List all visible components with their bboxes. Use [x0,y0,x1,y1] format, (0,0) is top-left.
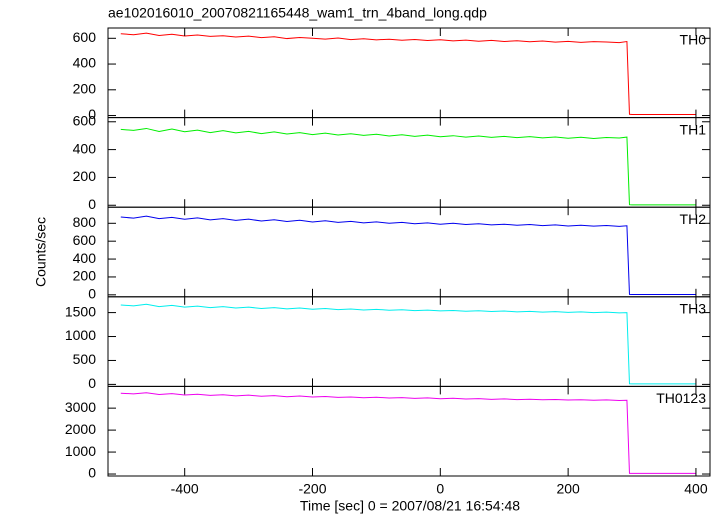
y-tick-label: 200 [73,268,97,284]
data-line [120,32,696,116]
y-tick-label: 1000 [65,443,96,459]
x-tick-label: -400 [171,481,199,497]
panel-frame [107,385,711,477]
legend-label: TH1 [680,121,707,137]
y-tick-label: 400 [73,55,97,71]
y-tick-label: 200 [73,80,97,96]
y-tick-label: 3000 [65,399,96,415]
y-tick-label: 600 [73,29,97,45]
y-tick-label: 400 [73,250,97,266]
panel-frame [107,27,711,119]
data-line [120,215,696,295]
chart-title: ae102016010_20070821165448_wam1_trn_4ban… [108,5,487,21]
x-tick-label: 400 [684,481,708,497]
y-tick-label: 200 [73,168,97,184]
y-axis-label: Counts/sec [33,217,49,287]
y-tick-label: 0 [88,286,96,302]
y-tick-label: 1500 [65,303,96,319]
y-tick-label: 2000 [65,421,96,437]
y-tick-label: 600 [73,232,97,248]
x-axis-label: Time [sec] 0 = 2007/08/21 16:54:48 [300,498,520,514]
y-tick-label: 600 [73,112,97,128]
x-tick-label: 200 [556,481,580,497]
data-line [120,127,696,206]
data-line [120,303,696,385]
data-line [120,392,696,474]
panel-frame [107,117,711,208]
y-tick-label: 0 [88,196,96,212]
y-tick-label: 500 [73,351,97,367]
x-tick-label: -200 [298,481,326,497]
legend-label: TH0123 [656,390,706,406]
y-tick-label: 0 [88,106,96,122]
y-tick-label: 400 [73,140,97,156]
y-tick-label: 800 [73,214,97,230]
legend-label: TH2 [680,211,707,227]
x-tick-label: 0 [436,481,444,497]
panel-frame [107,206,711,298]
y-tick-label: 0 [88,375,96,391]
legend-label: TH3 [680,301,707,317]
legend-label: TH0 [680,32,707,48]
y-tick-label: 0 [88,465,96,481]
y-tick-label: 1000 [65,327,96,343]
